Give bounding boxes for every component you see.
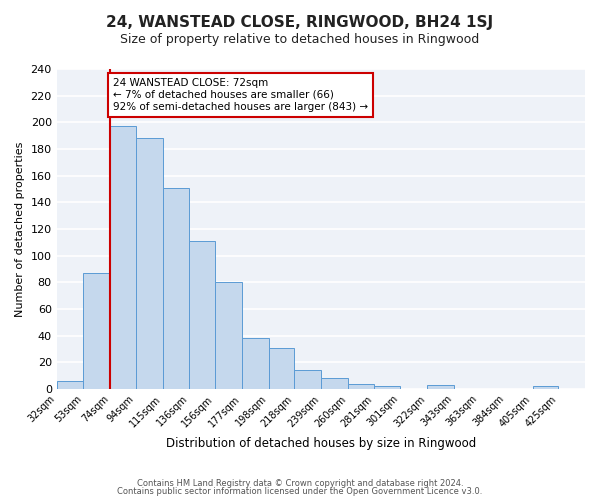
Bar <box>269 348 294 389</box>
Bar <box>190 241 215 389</box>
Bar <box>374 386 400 389</box>
Bar <box>427 385 454 389</box>
Y-axis label: Number of detached properties: Number of detached properties <box>15 142 25 316</box>
Text: Size of property relative to detached houses in Ringwood: Size of property relative to detached ho… <box>121 32 479 46</box>
Bar <box>83 273 110 389</box>
Bar <box>321 378 347 389</box>
Bar <box>533 386 558 389</box>
Bar <box>294 370 321 389</box>
Bar <box>136 138 163 389</box>
Bar <box>347 384 374 389</box>
Bar <box>242 338 269 389</box>
Bar <box>163 188 190 389</box>
Bar <box>56 381 83 389</box>
Text: Contains HM Land Registry data © Crown copyright and database right 2024.: Contains HM Land Registry data © Crown c… <box>137 478 463 488</box>
Text: 24, WANSTEAD CLOSE, RINGWOOD, BH24 1SJ: 24, WANSTEAD CLOSE, RINGWOOD, BH24 1SJ <box>106 15 494 30</box>
Text: 24 WANSTEAD CLOSE: 72sqm
← 7% of detached houses are smaller (66)
92% of semi-de: 24 WANSTEAD CLOSE: 72sqm ← 7% of detache… <box>113 78 368 112</box>
Bar <box>110 126 136 389</box>
Text: Contains public sector information licensed under the Open Government Licence v3: Contains public sector information licen… <box>118 487 482 496</box>
Bar <box>215 282 242 389</box>
X-axis label: Distribution of detached houses by size in Ringwood: Distribution of detached houses by size … <box>166 437 476 450</box>
